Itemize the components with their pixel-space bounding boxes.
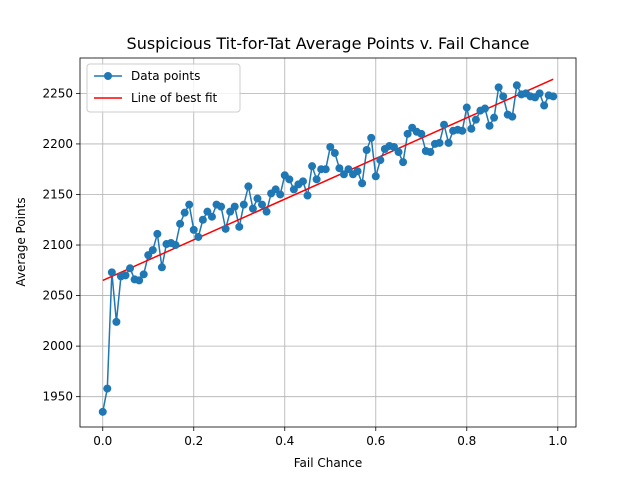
- data-point: [394, 148, 403, 157]
- data-point: [508, 112, 517, 121]
- data-point: [399, 158, 408, 167]
- data-point: [303, 191, 312, 200]
- data-point: [221, 224, 230, 233]
- x-tick-label: 0.4: [275, 434, 294, 448]
- x-tick-label: 0.0: [93, 434, 112, 448]
- data-point: [239, 200, 248, 209]
- data-point: [276, 190, 285, 199]
- y-tick-label: 2250: [42, 86, 73, 100]
- data-point: [103, 384, 112, 393]
- data-point: [435, 138, 444, 147]
- data-point: [180, 208, 189, 217]
- data-point: [189, 225, 198, 234]
- data-point: [462, 103, 471, 112]
- axis-ticks: 0.0 0.2 0.4 0.6 0.8 1.0 1950 2000 2050 2100 2150 22…: [42, 86, 567, 448]
- data-point: [308, 162, 317, 171]
- data-point: [535, 89, 544, 98]
- data-point: [244, 182, 253, 191]
- legend: Data points Line of best fit: [86, 63, 241, 113]
- data-point: [335, 164, 344, 173]
- data-point: [207, 212, 216, 221]
- data-point: [258, 200, 267, 209]
- data-point: [285, 175, 294, 184]
- data-point: [358, 179, 367, 188]
- data-point: [230, 202, 239, 211]
- data-point: [376, 156, 385, 165]
- data-point: [312, 175, 321, 184]
- data-point: [112, 317, 121, 326]
- data-point: [494, 83, 503, 92]
- data-point: [198, 215, 207, 224]
- x-tick-label: 0.6: [366, 434, 385, 448]
- data-point: [253, 194, 262, 203]
- y-tick-label: 2000: [42, 339, 73, 353]
- y-tick-label: 1950: [42, 390, 73, 404]
- data-point: [326, 142, 335, 151]
- chart-title: Suspicious Tit-for-Tat Average Points v.…: [127, 34, 530, 53]
- data-point: [458, 126, 467, 135]
- data-point: [426, 148, 435, 157]
- grid: [80, 58, 576, 427]
- y-tick-label: 2100: [42, 238, 73, 252]
- data-point: [235, 222, 244, 231]
- data-point: [135, 276, 144, 285]
- data-point: [417, 129, 426, 138]
- data-point: [512, 81, 521, 90]
- data-point: [353, 167, 362, 176]
- data-points-series-line: [102, 82, 554, 412]
- data-point: [490, 113, 499, 122]
- x-axis-label: Fail Chance: [294, 456, 363, 470]
- data-point: [153, 229, 162, 238]
- data-point: [148, 246, 157, 255]
- data-point: [480, 104, 489, 113]
- data-point: [444, 138, 453, 147]
- data-point: [126, 264, 135, 273]
- data-point: [217, 202, 226, 211]
- data-point: [367, 133, 376, 142]
- legend-data-points-marker: [104, 72, 112, 80]
- data-point: [107, 268, 116, 277]
- data-point: [362, 145, 371, 154]
- y-tick-label: 2050: [42, 289, 73, 303]
- data-point: [298, 177, 307, 186]
- x-tick-label: 0.2: [184, 434, 203, 448]
- x-tick-label: 1.0: [548, 434, 567, 448]
- data-point: [499, 92, 508, 101]
- plot-area: [98, 78, 558, 416]
- data-point: [157, 263, 166, 272]
- data-point: [171, 241, 180, 250]
- y-tick-label: 2200: [42, 137, 73, 151]
- data-point: [262, 207, 271, 216]
- data-point: [471, 115, 480, 124]
- y-tick-label: 2150: [42, 187, 73, 201]
- data-point: [194, 232, 203, 241]
- legend-box: [86, 63, 241, 113]
- plot-frame: [79, 57, 577, 428]
- data-point: [248, 204, 257, 213]
- data-point: [467, 124, 476, 133]
- data-point: [540, 101, 549, 110]
- data-point: [185, 200, 194, 209]
- data-point: [98, 407, 107, 416]
- data-point: [330, 149, 339, 158]
- data-point: [549, 92, 558, 101]
- data-point: [485, 121, 494, 130]
- legend-best-fit-label: Line of best fit: [131, 91, 218, 105]
- data-point: [403, 129, 412, 138]
- data-point: [176, 219, 185, 228]
- data-point: [321, 165, 330, 174]
- x-tick-label: 0.8: [457, 434, 476, 448]
- data-point: [371, 172, 380, 181]
- y-axis-label: Average Points: [14, 197, 28, 286]
- data-point: [440, 120, 449, 129]
- legend-data-points-label: Data points: [131, 69, 200, 83]
- data-point: [139, 270, 148, 279]
- data-point: [121, 271, 130, 280]
